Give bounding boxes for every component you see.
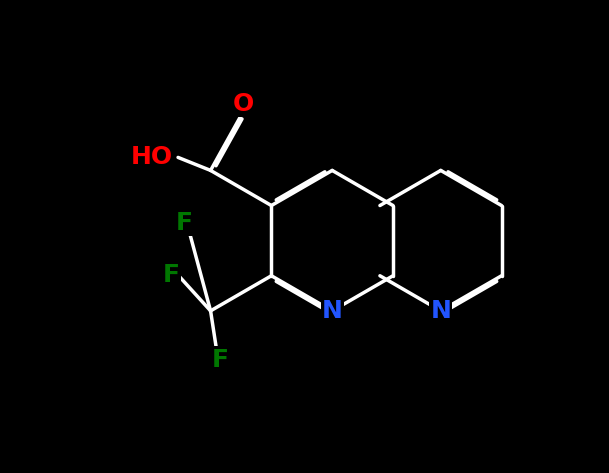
- Text: F: F: [176, 211, 193, 235]
- Text: O: O: [233, 92, 254, 116]
- Text: F: F: [212, 348, 229, 372]
- Text: HO: HO: [131, 145, 173, 169]
- Text: N: N: [431, 299, 451, 323]
- Text: F: F: [163, 263, 180, 287]
- Text: N: N: [322, 299, 343, 323]
